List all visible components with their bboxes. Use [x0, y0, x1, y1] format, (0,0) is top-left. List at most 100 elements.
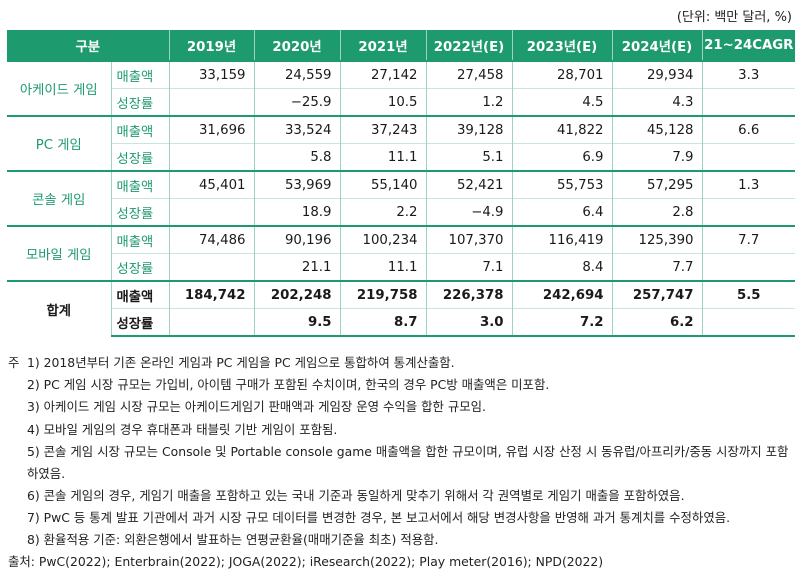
header-2022: 2022년(E): [425, 30, 512, 61]
table-cell: 7.1: [425, 253, 512, 281]
table-cell: 7.7: [611, 253, 702, 281]
market-table: 구분 2019년 2020년 2021년 2022년(E) 2023년(E) 2…: [7, 30, 795, 337]
table-cell: 2.8: [611, 198, 702, 226]
footnote-text: 1) 2018년부터 기존 온라인 게임과 PC 게임을 PC 게임으로 통합하…: [27, 355, 455, 370]
table-cell: 7.2: [511, 308, 612, 337]
table-cell: 18.9: [253, 198, 340, 226]
table-cell: 37,243: [339, 115, 426, 144]
metric-growth-label: 성장률: [110, 88, 169, 116]
footnote-text: 8) 환율적용 기준: 외환은행에서 발표하는 연평균환율(매매기준율 최초) …: [27, 532, 439, 548]
table-cell: 21.1: [253, 253, 340, 281]
table-cell: 226,378: [425, 280, 512, 309]
category-mobile: 모바일 게임: [7, 225, 111, 281]
source-citation: 출처: PwC(2022); Enterbrain(2022); JOGA(20…: [8, 554, 604, 570]
metric-sales-label: 매출액: [110, 115, 169, 144]
cagr-cell: [701, 143, 795, 171]
table-cell: 219,758: [339, 280, 426, 309]
table-cell: 7.9: [611, 143, 702, 171]
table-cell: 27,458: [425, 60, 512, 89]
table-cell: 100,234: [339, 225, 426, 254]
header-category: 구분: [7, 30, 169, 61]
cagr-cell: [701, 253, 795, 281]
table-cell: [168, 253, 254, 281]
cagr-cell: [701, 88, 795, 116]
total-row: 성장률 9.5 8.7 3.0 7.2 6.2: [7, 308, 795, 337]
cagr-cell: [701, 308, 795, 337]
table-cell: 33,159: [168, 60, 254, 89]
table-cell: 8.4: [511, 253, 612, 281]
table-cell: 33,524: [253, 115, 340, 144]
cagr-cell: 1.3: [701, 170, 795, 199]
category-console: 콘솔 게임: [7, 170, 111, 226]
footnote: 5) 콘솔 게임 시장 규모는 Console 및 Portable conso…: [8, 441, 798, 485]
table-cell: 107,370: [425, 225, 512, 254]
metric-sales-label: 매출액: [110, 170, 169, 199]
cagr-cell: 3.3: [701, 60, 795, 89]
header-2020: 2020년: [253, 30, 340, 61]
metric-sales-label: 매출액: [110, 280, 169, 309]
table-cell: 1.2: [425, 88, 512, 116]
table-cell: 24,559: [253, 60, 340, 89]
table-cell: 31,696: [168, 115, 254, 144]
table-cell: 184,742: [168, 280, 254, 309]
footnote: 7) PwC 등 통계 발표 기관에서 과거 시장 규모 데이터를 변경한 경우…: [8, 507, 798, 529]
table-cell: 29,934: [611, 60, 702, 89]
table-cell: 6.4: [511, 198, 612, 226]
table-cell: 9.5: [253, 308, 340, 337]
footnote-prefix: 주: [8, 355, 20, 370]
table-row: PC 게임 매출액 31,696 33,524 37,243 39,128 41…: [7, 115, 795, 171]
table-cell: 52,421: [425, 170, 512, 199]
table-cell: 242,694: [511, 280, 612, 309]
header-row: 구분 2019년 2020년 2021년 2022년(E) 2023년(E) 2…: [7, 30, 795, 61]
table-cell: 202,248: [253, 280, 340, 309]
table-cell: [168, 143, 254, 171]
table-cell: [168, 198, 254, 226]
table-row: 콘솔 게임 매출액 45,401 53,969 55,140 52,421 55…: [7, 170, 795, 226]
table-cell: 11.1: [339, 143, 426, 171]
category-arcade: 아케이드 게임: [7, 60, 111, 116]
header-2024: 2024년(E): [611, 30, 702, 61]
footnote: 4) 모바일 게임의 경우 휴대폰과 태블릿 기반 게임이 포함됨.: [8, 419, 798, 441]
footnote-text: 6) 콘솔 게임의 경우, 게임기 매출을 포함하고 있는 국내 기준과 동일하…: [27, 487, 685, 503]
footnote: 6) 콘솔 게임의 경우, 게임기 매출을 포함하고 있는 국내 기준과 동일하…: [8, 485, 798, 507]
table-cell: 45,128: [611, 115, 702, 144]
category-total: 합계: [7, 280, 111, 336]
footnote-text: 7) PwC 등 통계 발표 기관에서 과거 시장 규모 데이터를 변경한 경우…: [27, 510, 731, 526]
footnote: 8) 환율적용 기준: 외환은행에서 발표하는 연평균환율(매매기준율 최초) …: [8, 529, 798, 551]
table-cell: 27,142: [339, 60, 426, 89]
table-row: 성장률 21.1 11.1 7.1 8.4 7.7: [7, 253, 795, 281]
table-cell: [168, 88, 254, 116]
table-cell: 41,822: [511, 115, 612, 144]
table-cell: 53,969: [253, 170, 340, 199]
table-cell: 90,196: [253, 225, 340, 254]
table-cell: 4.3: [611, 88, 702, 116]
table-cell: 8.7: [339, 308, 426, 337]
table-cell: 5.1: [425, 143, 512, 171]
table-cell: 257,747: [611, 280, 702, 309]
table-cell: 2.2: [339, 198, 426, 226]
table-cell: 57,295: [611, 170, 702, 199]
metric-growth-label: 성장률: [110, 253, 169, 281]
table-cell: 55,140: [339, 170, 426, 199]
table-row: 성장률 5.8 11.1 5.1 6.9 7.9: [7, 143, 795, 171]
cagr-cell: 7.7: [701, 225, 795, 254]
table-cell: [168, 308, 254, 337]
table-cell: 11.1: [339, 253, 426, 281]
table-row: 성장률 −25.9 10.5 1.2 4.5 4.3: [7, 88, 795, 116]
footnote: 2) PC 게임 시장 규모는 가입비, 아이템 구매가 포함된 수치이며, 한…: [8, 374, 798, 396]
metric-sales-label: 매출액: [110, 60, 169, 89]
metric-growth-label: 성장률: [110, 308, 169, 337]
table-row: 모바일 게임 매출액 74,486 90,196 100,234 107,370…: [7, 225, 795, 281]
footnote: 3) 아케이드 게임 시장 규모는 아케이드게임기 판매액과 게임장 운영 수익…: [8, 396, 798, 418]
table-row: 아케이드 게임 매출액 33,159 24,559 27,142 27,458 …: [7, 60, 795, 116]
table-cell: 74,486: [168, 225, 254, 254]
header-2023: 2023년(E): [511, 30, 612, 61]
table-cell: −4.9: [425, 198, 512, 226]
table-cell: −25.9: [253, 88, 340, 116]
table-cell: 125,390: [611, 225, 702, 254]
footnote-text: 3) 아케이드 게임 시장 규모는 아케이드게임기 판매액과 게임장 운영 수익…: [27, 399, 486, 415]
table-cell: 5.8: [253, 143, 340, 171]
table-cell: 4.5: [511, 88, 612, 116]
footnote-text: 5) 콘솔 게임 시장 규모는 Console 및 Portable conso…: [27, 443, 789, 482]
table-cell: 10.5: [339, 88, 426, 116]
